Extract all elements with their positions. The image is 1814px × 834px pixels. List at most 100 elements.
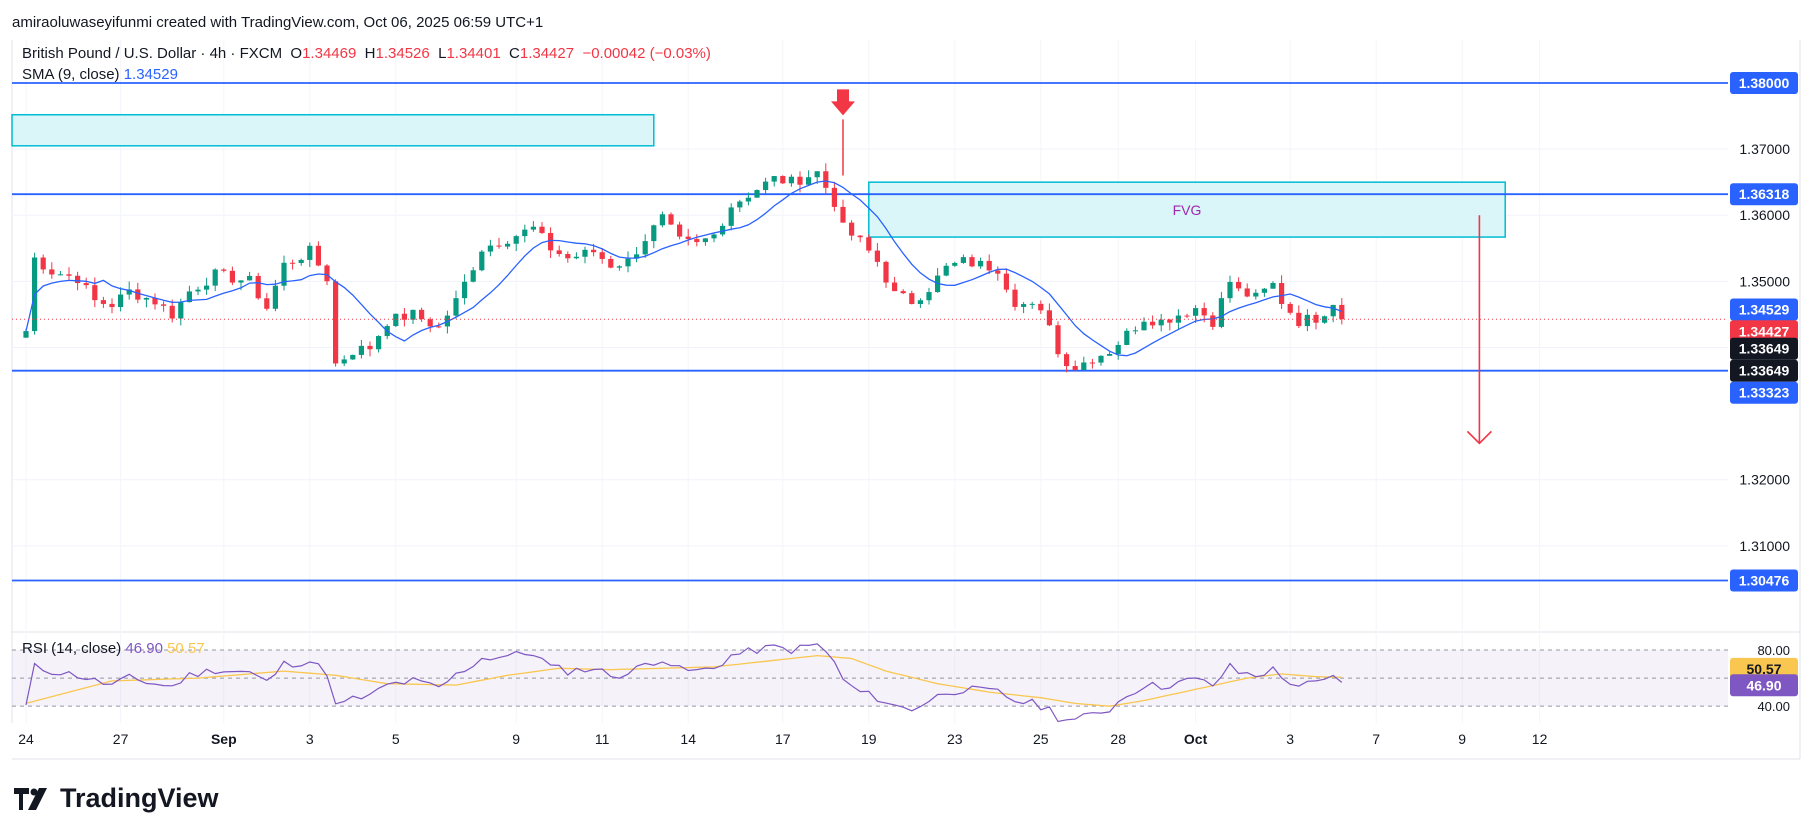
candle [986,254,992,275]
candle [866,234,872,253]
time-axis-label: Oct [1184,731,1208,747]
candle [995,266,1001,281]
candle-body [126,289,132,295]
rsi-value-badge [1730,674,1798,697]
candle-body [49,269,55,275]
candle [195,286,201,296]
time-axis-label: 9 [1458,731,1466,747]
rsi-value-badge-label: 46.90 [1746,677,1781,693]
candle [1072,360,1078,372]
level-price-badge-label: 1.36318 [1739,186,1790,202]
candle-body [496,245,502,247]
candle [978,257,984,269]
symbol-title[interactable]: British Pound / U.S. Dollar · 4h · FXCM [22,45,283,62]
candle [161,301,167,312]
candle-body [247,275,253,281]
price-tick-label: 1.35000 [1739,273,1790,289]
crosshair-price-badge [1730,337,1798,360]
candle-body [479,251,485,271]
candle [917,298,923,308]
candle [255,272,261,300]
candle-body [1038,303,1044,311]
candle-body [823,171,829,188]
candle-body [1330,304,1336,317]
candle-body [788,176,794,184]
candle [1003,268,1009,293]
sma-legend[interactable]: SMA (9, close) 1.34529 [22,66,178,83]
candle [1046,303,1052,327]
candle-body [401,313,407,320]
candle-body [75,275,81,284]
candle [702,237,708,246]
last-price-badge-label: 1.34427 [1739,323,1790,339]
candle [186,285,192,303]
candle [651,224,657,249]
candle [152,293,158,310]
rsi-ma-value: 50.57 [167,640,205,657]
time-axis-label: 23 [947,731,963,747]
candle-body [1193,308,1199,316]
tradingview-logo[interactable]: TradingView [14,783,219,814]
candle-body [1072,366,1078,370]
candle-body [462,281,468,299]
candle-body [1150,321,1156,326]
candle-body [109,303,115,308]
candle [780,175,786,184]
candle [685,228,691,246]
candle [1218,291,1224,329]
time-axis-label: 5 [392,731,400,747]
candle [1012,283,1018,311]
candle [401,307,407,327]
candle-body [771,176,777,182]
sma-line [25,180,1343,357]
candle [281,255,287,291]
candle [1261,287,1267,297]
candle [728,203,734,231]
candle [642,234,648,258]
candle-body [1055,325,1061,355]
candle [1081,356,1087,371]
candle-body [238,280,244,283]
time-axis-label: 14 [680,731,696,747]
candle [1124,328,1130,346]
candle [1107,351,1113,356]
candle-body [169,305,175,319]
rsi-legend[interactable]: RSI (14, close) 46.90 50.57 [22,640,205,657]
candle-body [625,258,631,267]
level-price-badge-label: 1.30476 [1739,573,1790,589]
candle [582,246,588,264]
candle [118,287,124,312]
candle [376,335,382,353]
candle-body [505,243,511,247]
candle-body [83,283,89,286]
level-price-badge-label: 1.38000 [1739,75,1790,91]
candle [874,243,880,267]
down-arrow-marker [831,89,855,116]
candle-body [573,256,579,259]
candle [109,298,115,314]
candle-body [453,298,459,316]
candle-body [23,331,29,338]
candle [40,254,46,274]
time-axis-label: 19 [861,731,877,747]
candle [522,224,528,243]
candle [496,237,502,249]
price-tick-label: 1.37000 [1739,141,1790,157]
candle-body [358,345,364,355]
candle-body [436,326,442,328]
candle-body [831,187,837,207]
candle [926,287,932,305]
candle [599,248,605,264]
candle-body [694,239,700,243]
candle-body [1158,319,1164,326]
price-tick-label: 1.32000 [1739,472,1790,488]
time-axis-label: 24 [18,731,34,747]
candle [892,276,898,292]
candle-body [367,345,373,350]
candle-body [986,260,992,271]
candle-body [57,274,63,276]
candle-body [1270,283,1276,289]
candle [229,266,235,286]
candle-body [1003,273,1009,290]
